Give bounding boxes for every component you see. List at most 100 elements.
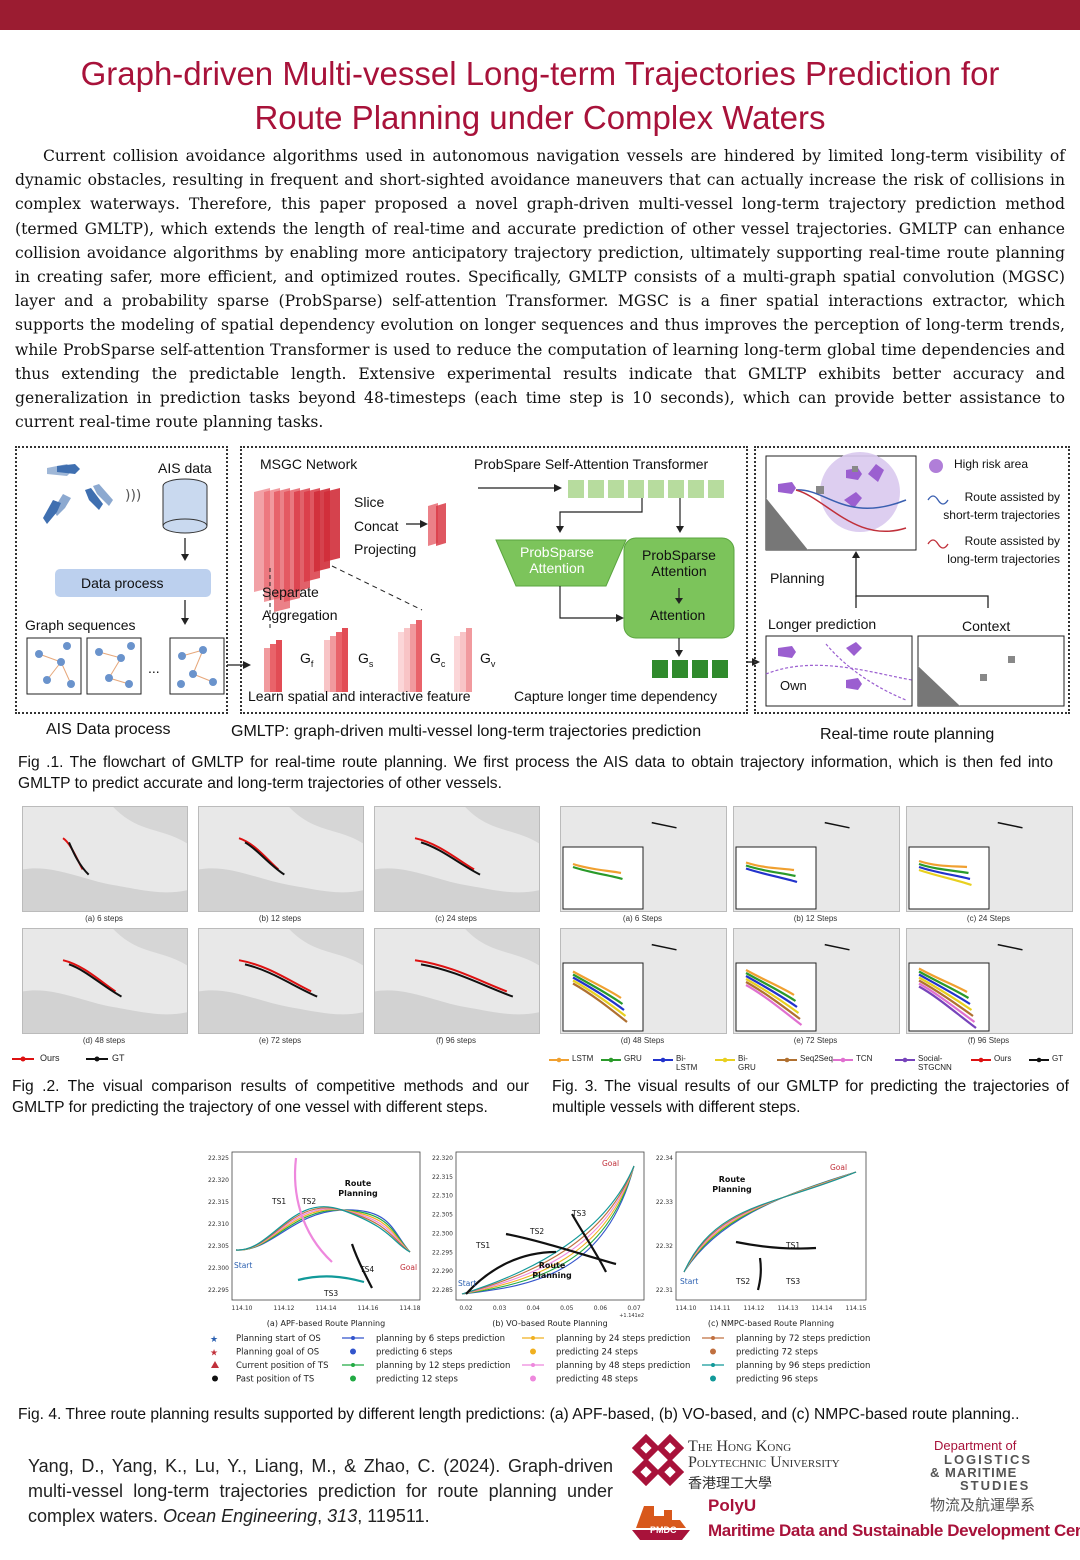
fig3-map [735,943,850,1032]
fig3-pred-track [572,865,623,881]
fig2-map [199,929,363,1033]
fig4-label-ts2: TS2 [529,1227,544,1236]
fig3-legend-label: Bi-LSTM [676,1054,698,1072]
abstract: Current collision avoidance algorithms u… [15,147,1065,432]
graph-s-sub: s [368,658,374,669]
fig2-land [113,807,187,844]
ais-data-process-title: AIS Data process [46,721,171,738]
graph-f-label: Gf [300,650,313,669]
fig4-ytick: 22.320 [208,1177,229,1184]
fig2-land [199,990,363,1033]
fig4-legend-label: predicting 24 steps [556,1348,638,1358]
fig4-legend-label: Past position of TS [236,1375,314,1385]
fig4-offset: +1.141e2 [619,1313,644,1319]
route-short-label: Route assisted by short-term trajectorie… [930,488,1060,524]
fig4-legend-label: planning by 24 steps prediction [556,1334,690,1344]
fig4-legend-marker: ★ [210,1334,218,1344]
fig4-xtick: 114.15 [846,1305,867,1312]
fig2-land [465,929,539,966]
fig3-subplot-label: (f) 96 Steps [967,1036,1010,1045]
fig3-legend-dot [784,1057,790,1063]
probsparse-1-line-2: Attention [529,560,585,576]
graph-f-sub: f [310,658,314,669]
fig2-land [113,929,187,966]
fig4-route-planning-label: Planning [712,1185,752,1194]
fig4-xtick: 0.02 [459,1305,473,1312]
fig4-ytick: 22.33 [656,1199,673,1206]
fig2-legend-gt: GT [112,1053,125,1063]
graph-c-sub: c [440,658,446,669]
fig4-legend-dot [350,1348,356,1355]
fig4-route-planning-label: Planning [338,1189,378,1198]
fig4-legend-dot [351,1336,355,1340]
fig4-label-start: Start [680,1277,698,1286]
graph-s-letter: G [358,650,369,666]
fig4-ytick: 22.325 [208,1155,229,1162]
fig3-pred-track [572,970,622,999]
fig4-xtick: 114.14 [812,1305,833,1312]
fig4-legend-marker [211,1361,219,1368]
graph-sequences-label: Graph sequences [25,617,136,633]
fig4-legend-label: Planning goal of OS [236,1348,319,1358]
gmltp-graphic [254,480,735,692]
dept-line-1: Department of [934,1438,1017,1453]
fig4-legend-dot [530,1348,536,1355]
fig4-a-ts-track [297,1275,365,1284]
fig4-ytick: 22.295 [432,1249,453,1256]
dept-line-3: & MARITIME [930,1465,1018,1480]
fig3-legend-swatch [971,1057,991,1063]
fig4-legend-label: predicting 12 steps [376,1375,458,1385]
attention-label: Attention [650,607,706,623]
fig3-pred-track [918,868,972,887]
fig4-a-route [235,1206,411,1253]
fig4-ytick: 22.310 [208,1221,229,1228]
probsparse-2-line-2: Attention [651,563,707,579]
fig3-gt-track [651,821,677,829]
graph-ellipsis: ... [148,660,160,676]
fig3-pred-track [745,978,800,1014]
fig4-legend-label: planning by 12 steps prediction [376,1361,510,1371]
fig3-subplot-label: (e) 72 Steps [793,1036,838,1045]
fig4-legend-label: planning by 48 steps prediction [556,1361,690,1371]
probsparse-2-line-1: ProbSparse [642,547,716,563]
graph-v-label: Gv [480,650,495,669]
fig3-legend-label: Bi-GRU [738,1054,756,1072]
polyu-short-name: PolyU [708,1496,757,1515]
fig4-route-planning-label: Route [345,1179,372,1188]
citation-sep: , [317,1506,328,1526]
probsparse-attention-1: ProbSparse Attention [520,544,594,576]
route-long-line-2: long-term trajectories [947,552,1060,566]
fig3-pred-track [745,984,803,1026]
fig2-legend-gt-dot [94,1056,100,1062]
fig2-subplot [374,928,540,1034]
fig4-legend-marker: ★ [210,1348,218,1358]
fig3-subplot-label: (d) 48 Steps [620,1036,665,1045]
fig4-legend-label: predicting 6 steps [376,1348,453,1358]
fig3-map [908,943,1023,1032]
fig4-legend-dot [531,1336,535,1340]
fig2-subplot [198,806,364,912]
fig2-legend-swatches [12,1056,108,1062]
fig2-map [375,929,539,1033]
fig2-land [23,990,187,1033]
msgc-network-label: MSGC Network [260,456,358,472]
fig4-legend-dot [530,1375,536,1382]
fig3-legend-label: Social-STGCNN [918,1054,952,1072]
dept-line-2: LOGISTICS [944,1452,1033,1467]
fig3-pred-track [745,981,801,1020]
fig3-pred-track [918,967,968,993]
fig3-pred-track [918,862,969,875]
fig4-legend-dot [711,1363,715,1367]
fig4-c-ts-track [756,1257,762,1291]
fig3-subplot [733,806,900,912]
polyu-name-line-2: Polytechnic University [688,1454,840,1471]
fig4-label-ts3: TS3 [323,1289,338,1298]
fig4-xtick: 114.10 [676,1305,697,1312]
route-long-label: Route assisted by long-term trajectories [930,532,1060,568]
fig4-b-ts-track [571,1213,607,1273]
fig2-legend-ours-dot [20,1056,26,1062]
arrow-into-gmltp [227,661,251,669]
polyu-logo-icon [632,1434,684,1486]
fig4-xtick: 114.12 [744,1305,765,1312]
fig4-xtick: 114.10 [232,1305,253,1312]
